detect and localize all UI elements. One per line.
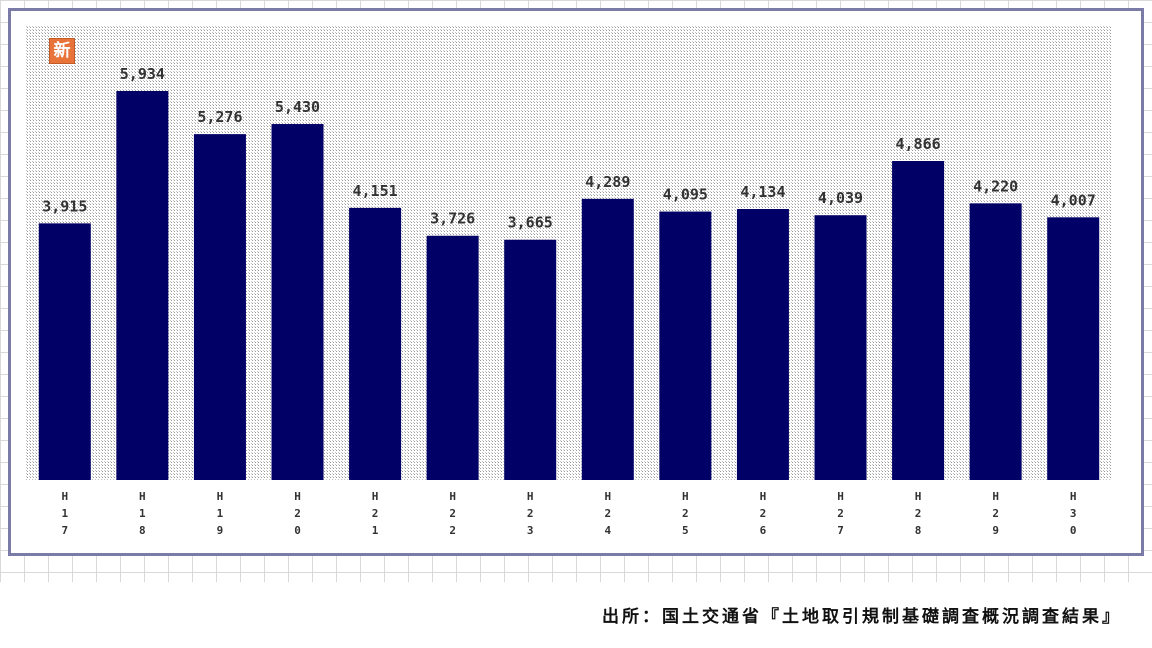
x-tick-label: H25: [682, 490, 689, 537]
bar: [1047, 217, 1100, 480]
bar: [271, 124, 324, 481]
x-tick-label: H27: [837, 490, 844, 537]
x-tick-label: H19: [216, 490, 224, 537]
x-tick-label: H21: [371, 490, 379, 537]
x-tick-label: H20: [294, 490, 301, 537]
value-label: 4,095: [663, 186, 708, 204]
chart: 3,915 5,934 5,276 5,430 4,151 3,726 3,665 4,289…: [26, 25, 1112, 481]
value-label: 5,430: [275, 98, 320, 116]
bar: [426, 235, 479, 480]
bar: [969, 203, 1022, 480]
x-tick-label: H28: [914, 490, 922, 537]
bar: [892, 161, 945, 480]
value-label: 4,289: [585, 173, 630, 191]
bar: [581, 198, 634, 480]
value-label: 3,915: [42, 197, 87, 215]
plot-area: [26, 25, 1112, 480]
value-label: 4,039: [818, 189, 863, 207]
new-badge: 新: [49, 38, 75, 64]
bar: [504, 239, 557, 480]
value-label: 3,726: [430, 210, 475, 228]
value-label: 3,665: [508, 214, 553, 232]
source-note: 出所：国土交通省『土地取引規制基礎調査概況調査結果』: [602, 607, 1122, 627]
bar: [736, 208, 789, 480]
bar: [659, 211, 712, 480]
x-tick-label: H30: [1069, 490, 1077, 537]
value-label: 4,007: [1051, 191, 1096, 209]
x-tick-label: H22: [449, 490, 456, 537]
x-tick-label: H26: [759, 490, 767, 537]
x-tick-label: H24: [604, 490, 612, 537]
value-label: 5,934: [120, 65, 165, 83]
value-label: 5,276: [197, 108, 242, 126]
x-tick-label: H18: [139, 490, 146, 537]
value-label: 4,134: [740, 183, 785, 201]
value-label: 4,866: [895, 135, 940, 153]
bar: [38, 223, 91, 480]
bar: [116, 91, 169, 480]
value-label: 4,151: [352, 182, 397, 200]
bar: [193, 134, 246, 480]
bar: [814, 215, 867, 480]
x-tick-label: H17: [61, 490, 69, 537]
bar: [349, 207, 402, 480]
value-label: 4,220: [973, 177, 1018, 195]
footer: 出所：国土交通省『土地取引規制基礎調査概況調査結果』: [0, 582, 1152, 648]
x-tick-label: H29: [992, 490, 999, 537]
x-tick-label: H23: [526, 490, 534, 537]
